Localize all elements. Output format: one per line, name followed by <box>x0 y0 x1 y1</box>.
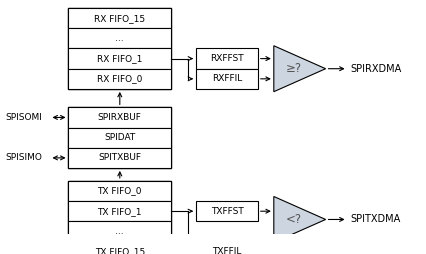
Bar <box>69 49 171 69</box>
Text: SPISIMO: SPISIMO <box>6 153 43 162</box>
Bar <box>69 242 171 254</box>
Text: SPIRXDMA: SPIRXDMA <box>351 64 402 74</box>
Text: ...: ... <box>115 227 124 236</box>
Text: SPIRXBUF: SPIRXBUF <box>98 113 142 122</box>
Text: TXFFST: TXFFST <box>210 207 243 216</box>
Bar <box>69 28 171 49</box>
Text: RX FIFO_0: RX FIFO_0 <box>97 74 142 83</box>
Text: SPITXBUF: SPITXBUF <box>98 153 141 162</box>
Bar <box>69 128 171 148</box>
Polygon shape <box>274 46 325 92</box>
Bar <box>69 221 171 242</box>
Text: TX FIFO_0: TX FIFO_0 <box>98 186 142 196</box>
Bar <box>69 8 171 28</box>
Text: TX FIFO_15: TX FIFO_15 <box>95 247 145 254</box>
Bar <box>69 107 171 128</box>
Text: TX FIFO_1: TX FIFO_1 <box>98 207 142 216</box>
Bar <box>69 148 171 168</box>
Text: RXFFST: RXFFST <box>210 54 244 63</box>
Text: SPITXDMA: SPITXDMA <box>351 214 401 225</box>
Text: ...: ... <box>115 34 124 43</box>
Bar <box>196 201 258 221</box>
Text: <?: <? <box>285 213 302 226</box>
Bar <box>69 107 171 168</box>
Bar <box>69 181 171 254</box>
Polygon shape <box>274 197 325 243</box>
Text: RXFFIL: RXFFIL <box>212 74 242 83</box>
Bar <box>196 69 258 89</box>
Bar <box>69 181 171 201</box>
Bar <box>69 8 171 89</box>
Bar <box>69 201 171 221</box>
Text: SPISOMI: SPISOMI <box>6 113 43 122</box>
Text: ≥?: ≥? <box>285 62 302 75</box>
Bar <box>69 69 171 89</box>
Text: SPIDAT: SPIDAT <box>104 133 135 142</box>
Text: RX FIFO_1: RX FIFO_1 <box>97 54 142 63</box>
Text: TXFFIL: TXFFIL <box>212 247 242 254</box>
Bar <box>196 49 258 69</box>
Text: RX FIFO_15: RX FIFO_15 <box>94 14 145 23</box>
Bar <box>196 242 258 254</box>
